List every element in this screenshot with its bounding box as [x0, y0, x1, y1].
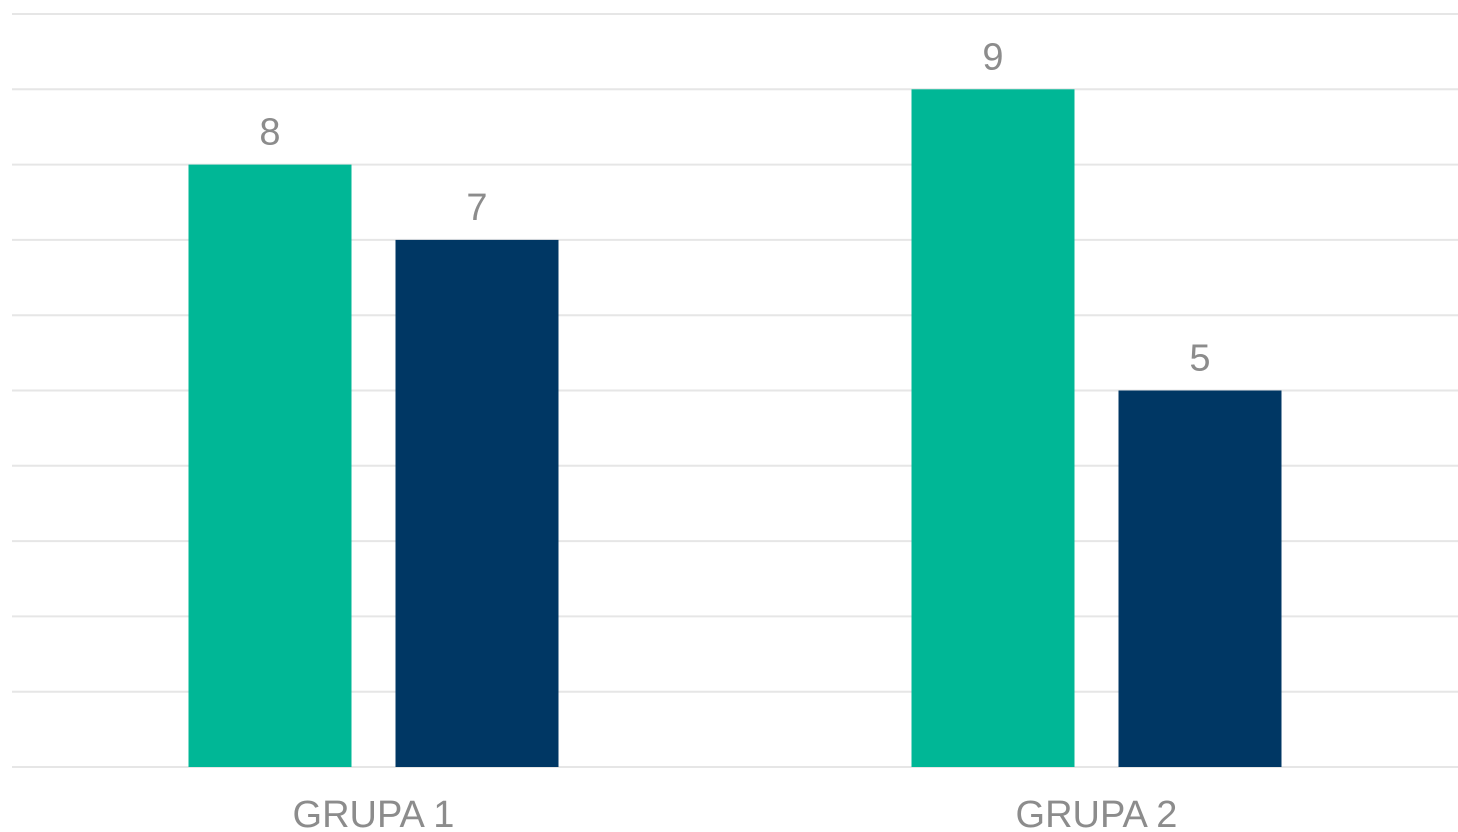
bar-1-2 — [395, 239, 559, 767]
category-labels: GRUPA 1 GRUPA 2 — [293, 794, 1178, 832]
bar-2-1 — [911, 89, 1075, 768]
category-label-1: GRUPA 1 — [293, 794, 455, 832]
data-label-2-2: 5 — [1189, 338, 1210, 380]
data-labels: 8 7 9 5 — [259, 36, 1210, 379]
bar-1-1 — [188, 164, 352, 768]
data-label-2-1: 9 — [982, 36, 1003, 78]
data-label-1-2: 7 — [466, 187, 487, 229]
category-label-2: GRUPA 2 — [1016, 794, 1178, 832]
data-label-1-1: 8 — [259, 112, 280, 154]
bars — [188, 89, 1282, 768]
bar-2-2 — [1118, 390, 1282, 767]
